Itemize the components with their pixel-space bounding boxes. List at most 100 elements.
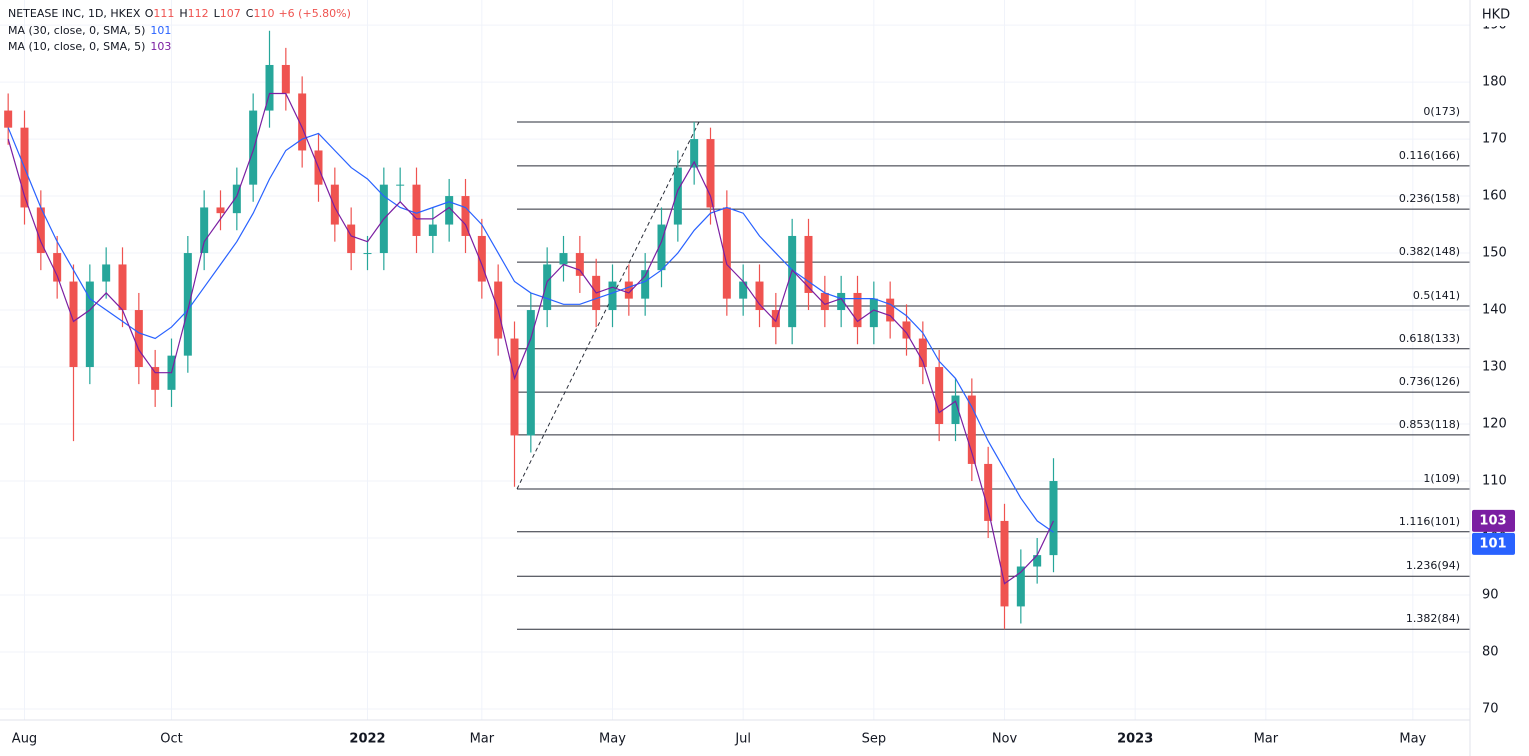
fib-label: 1.116(101) bbox=[1399, 515, 1460, 528]
price-tag bbox=[1472, 509, 1515, 532]
y-tick-label: 160 bbox=[1482, 189, 1507, 204]
legend-name: MA (10, close, 0, SMA, 5) bbox=[8, 40, 145, 53]
y-tick-label: 120 bbox=[1482, 417, 1507, 432]
candle-body bbox=[363, 253, 372, 255]
x-tick-label: 2023 bbox=[1117, 732, 1153, 747]
quote-label: L bbox=[214, 7, 221, 20]
candle-body bbox=[134, 310, 143, 368]
legend-name: MA (30, close, 0, SMA, 5) bbox=[8, 24, 145, 37]
fib-label: 1.382(84) bbox=[1406, 612, 1460, 625]
candle-body bbox=[36, 207, 45, 254]
legend-value: 103 bbox=[150, 40, 171, 53]
fib-label: 0.236(158) bbox=[1399, 192, 1460, 205]
candle-body bbox=[347, 224, 356, 254]
y-tick-label: 140 bbox=[1482, 303, 1507, 318]
change: +6 (+5.80%) bbox=[278, 7, 350, 20]
quote-label: C bbox=[246, 7, 254, 20]
candle-body bbox=[85, 281, 94, 368]
quote-value: 107 bbox=[220, 7, 241, 20]
fib-label: 0(173) bbox=[1423, 105, 1460, 118]
candle-body bbox=[216, 207, 225, 214]
candle-body bbox=[608, 281, 617, 311]
quote-value: 112 bbox=[188, 7, 209, 20]
y-tick-label: 150 bbox=[1482, 246, 1507, 261]
quote-value: 111 bbox=[153, 7, 174, 20]
candle-body bbox=[265, 64, 274, 111]
currency-bg bbox=[1476, 4, 1516, 26]
candle-body bbox=[722, 207, 731, 299]
candle-body bbox=[53, 253, 62, 282]
candle-body bbox=[69, 281, 78, 368]
quote: O111 H112 L107 C110 bbox=[145, 7, 275, 20]
candle-body bbox=[657, 224, 666, 271]
price-tag-label: 103 bbox=[1479, 513, 1506, 528]
fib-label: 0.5(141) bbox=[1413, 289, 1460, 302]
candle-body bbox=[853, 292, 862, 328]
x-tick-label: May bbox=[1399, 732, 1426, 747]
x-tick-label: May bbox=[599, 732, 626, 747]
candle-body bbox=[673, 167, 682, 225]
candle-body bbox=[902, 321, 911, 339]
x-tick-label: Jul bbox=[734, 732, 751, 747]
fib-label: 1(109) bbox=[1423, 472, 1460, 485]
candle-body bbox=[788, 235, 797, 328]
x-tick-label: Aug bbox=[12, 732, 37, 747]
candle-body bbox=[151, 367, 160, 390]
candle-body bbox=[967, 395, 976, 464]
candle-body bbox=[984, 463, 993, 521]
candle-body bbox=[118, 264, 127, 311]
candle-body bbox=[232, 184, 241, 214]
price-tag-label: 101 bbox=[1479, 536, 1506, 551]
y-tick-label: 80 bbox=[1482, 645, 1499, 660]
candle-body bbox=[575, 253, 584, 276]
fib-label: 0.618(133) bbox=[1399, 332, 1460, 345]
candle-body bbox=[526, 310, 535, 436]
y-tick-label: 130 bbox=[1482, 360, 1507, 375]
candle-body bbox=[428, 224, 437, 236]
title: NETEASE INC, 1D, HKEX bbox=[8, 7, 141, 20]
candle-body bbox=[869, 298, 878, 328]
y-tick-label: 180 bbox=[1482, 75, 1507, 90]
legend-value: 101 bbox=[150, 24, 171, 37]
candle-body bbox=[837, 292, 846, 311]
quote-label: H bbox=[179, 7, 187, 20]
candle-body bbox=[461, 196, 470, 236]
fib-label: 1.236(94) bbox=[1406, 559, 1460, 572]
ma-line bbox=[7, 92, 1055, 585]
legend-item: MA (30, close, 0, SMA, 5) 101 bbox=[8, 24, 171, 37]
plot-area: 0(173) 0.116(166) 0.236(158) 0.382(148) 0.5(… bbox=[4, 30, 1470, 630]
candle-body bbox=[298, 93, 307, 151]
candle-body bbox=[918, 338, 927, 368]
candle-body bbox=[1049, 481, 1058, 556]
y-tick-label: 90 bbox=[1482, 588, 1499, 603]
candle-body bbox=[951, 395, 960, 425]
candle-body bbox=[396, 184, 405, 186]
candle-body bbox=[249, 110, 258, 185]
chart-title: NETEASE INC, 1D, HKEX O111 H112 L107 C110 +6 … bbox=[8, 7, 351, 20]
candle-body bbox=[510, 338, 519, 436]
candle-body bbox=[1016, 566, 1025, 607]
y-tick-label: 170 bbox=[1482, 132, 1507, 147]
fib-label: 0.382(148) bbox=[1399, 245, 1460, 258]
x-tick-label: Oct bbox=[160, 732, 182, 747]
candle-body bbox=[771, 310, 780, 328]
fib-label: 0.853(118) bbox=[1399, 418, 1460, 431]
axes: 708090100110120130140150160170180190AugO… bbox=[12, 18, 1515, 747]
x-tick-label: Mar bbox=[1254, 732, 1279, 747]
candle-body bbox=[183, 253, 192, 356]
candle-body bbox=[445, 196, 454, 225]
candle-body bbox=[739, 281, 748, 299]
x-tick-label: Nov bbox=[992, 732, 1018, 747]
candle-body bbox=[624, 281, 633, 299]
candle-body bbox=[935, 367, 944, 425]
candle-body bbox=[706, 139, 715, 208]
candle-body bbox=[281, 64, 290, 94]
candle-body bbox=[641, 270, 650, 299]
candle-body bbox=[1000, 520, 1009, 607]
candle-body bbox=[412, 184, 421, 236]
y-tick-label: 110 bbox=[1482, 474, 1507, 489]
x-tick-label: 2022 bbox=[349, 732, 385, 747]
candle-body bbox=[804, 235, 813, 293]
